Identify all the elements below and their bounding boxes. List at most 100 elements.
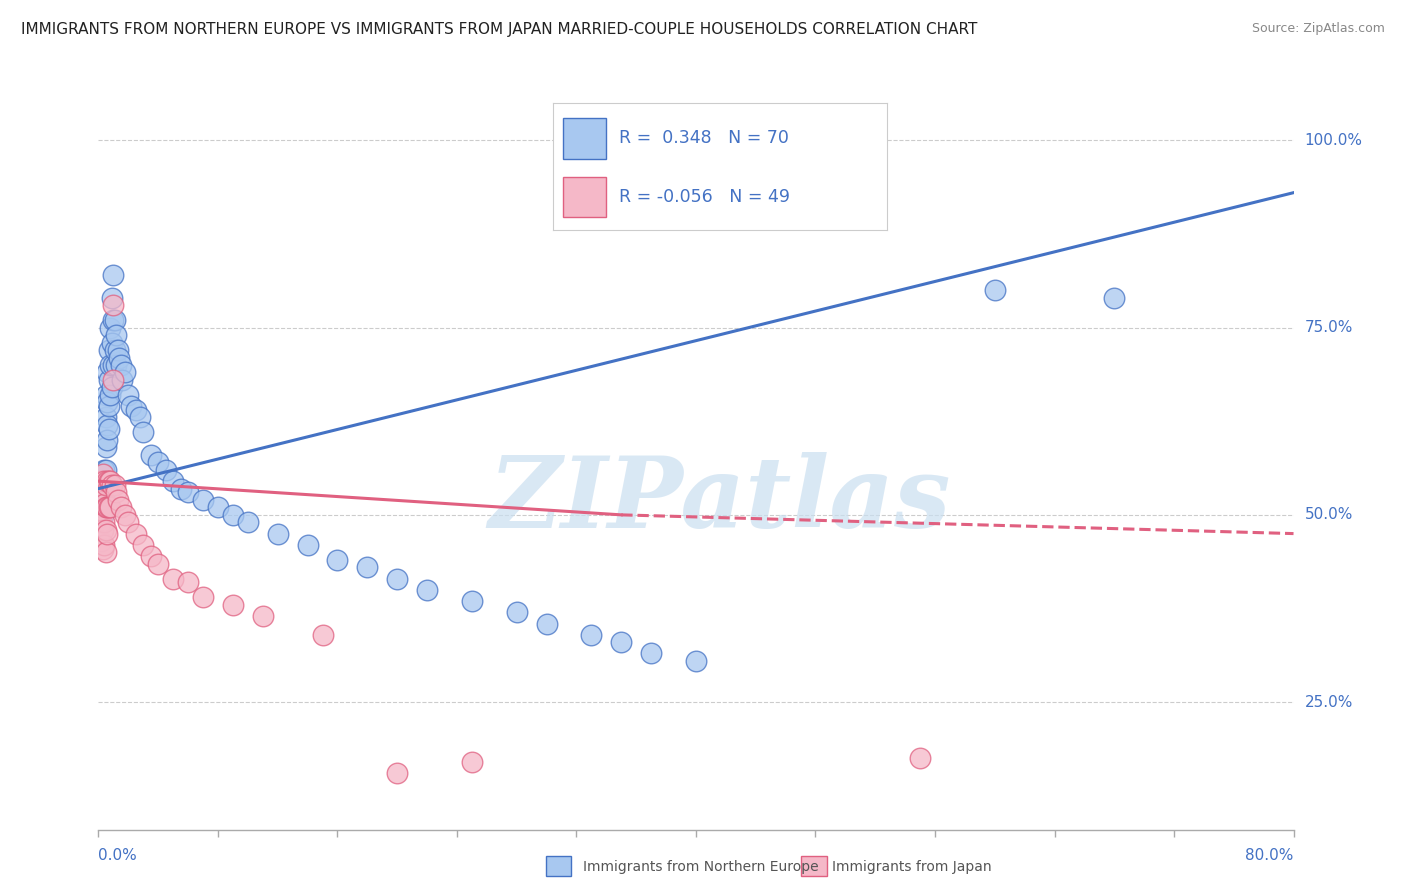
Point [114,366,136,380]
Point [91,541,114,556]
Point [90,516,112,530]
Point [111,373,134,387]
Text: ZIPatlas: ZIPatlas [489,451,950,548]
Point [326,553,349,567]
Point [97,343,120,357]
Text: 80.0%: 80.0% [1246,848,1294,863]
Point [91,467,114,481]
Point [108,351,131,365]
Point [125,526,148,541]
Point [177,485,200,500]
Point [94,388,117,402]
Point [148,455,170,469]
Point [97,373,120,387]
Point [191,591,214,605]
Text: 0.0%: 0.0% [98,848,138,863]
Point [97,422,120,436]
Point [117,388,139,402]
Point [177,575,200,590]
Point [101,291,124,305]
Point [97,474,120,488]
Point [129,410,152,425]
Point [97,399,120,413]
Point [685,654,707,668]
Point [162,572,184,586]
Point [90,534,112,549]
Point [908,751,931,765]
Point [222,508,245,522]
Point [191,492,214,507]
Point [207,500,229,515]
Point [101,380,124,394]
Point [91,492,114,507]
Point [132,425,155,440]
Point [94,523,117,537]
Point [94,463,117,477]
Point [91,504,114,518]
Point [581,628,603,642]
Point [610,635,633,649]
Point [94,441,117,455]
Point [356,560,378,574]
Point [267,526,290,541]
Text: 75.0%: 75.0% [1305,320,1353,335]
Point [117,516,139,530]
Point [105,328,128,343]
Point [640,647,662,661]
Point [120,399,142,413]
Point [110,358,132,372]
Point [98,320,122,334]
Point [91,508,114,522]
Point [103,268,125,282]
Point [90,485,112,500]
Point [96,366,118,380]
Point [105,358,128,372]
Point [169,482,191,496]
Text: Immigrants from Northern Europe: Immigrants from Northern Europe [583,860,820,874]
Point [90,500,112,515]
Point [110,500,132,515]
Point [98,474,122,488]
Point [105,485,128,500]
Point [90,500,112,515]
Point [984,283,1007,297]
Text: Immigrants from Japan: Immigrants from Japan [832,860,993,874]
Point [91,478,114,492]
Point [98,388,122,402]
Point [93,516,115,530]
Point [103,373,125,387]
Point [96,433,118,447]
Point [385,766,409,780]
Point [139,549,162,563]
Point [236,516,259,530]
Text: IMMIGRANTS FROM NORTHERN EUROPE VS IMMIGRANTS FROM JAPAN MARRIED-COUPLE HOUSEHOL: IMMIGRANTS FROM NORTHERN EUROPE VS IMMIG… [21,22,977,37]
Point [89,492,111,507]
Point [461,594,484,608]
Point [94,545,117,559]
Point [94,478,117,492]
Point [101,478,124,492]
Point [103,358,125,372]
Point [104,478,127,492]
Point [222,598,245,612]
Point [155,463,177,477]
Point [93,463,115,477]
Point [94,500,117,515]
Point [1104,291,1126,305]
Point [93,474,115,488]
Point [148,557,170,571]
Point [107,492,129,507]
Point [132,538,155,552]
Point [104,313,127,327]
Text: 25.0%: 25.0% [1305,695,1353,710]
Point [97,500,120,515]
Point [89,508,111,522]
Point [252,609,274,624]
Point [506,605,529,619]
Text: 50.0%: 50.0% [1305,508,1353,523]
Point [385,572,409,586]
Text: 100.0%: 100.0% [1305,133,1362,148]
Point [94,410,117,425]
Point [139,448,162,462]
Point [98,358,122,372]
